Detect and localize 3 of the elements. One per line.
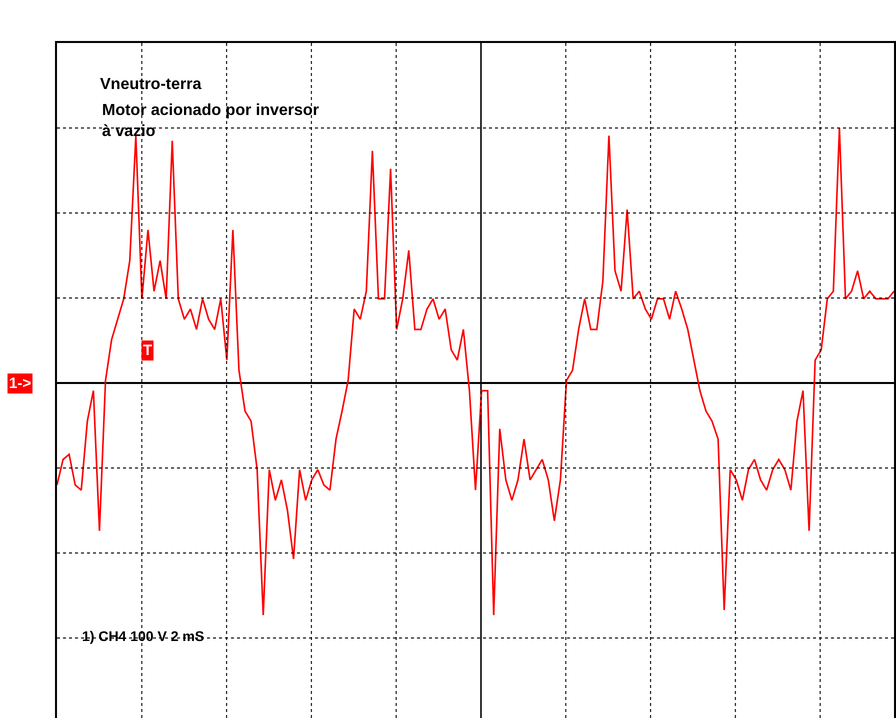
- chart-title: Vneutro-terra: [100, 76, 202, 94]
- text: 1->: [9, 375, 32, 392]
- annotation: T: [143, 342, 152, 359]
